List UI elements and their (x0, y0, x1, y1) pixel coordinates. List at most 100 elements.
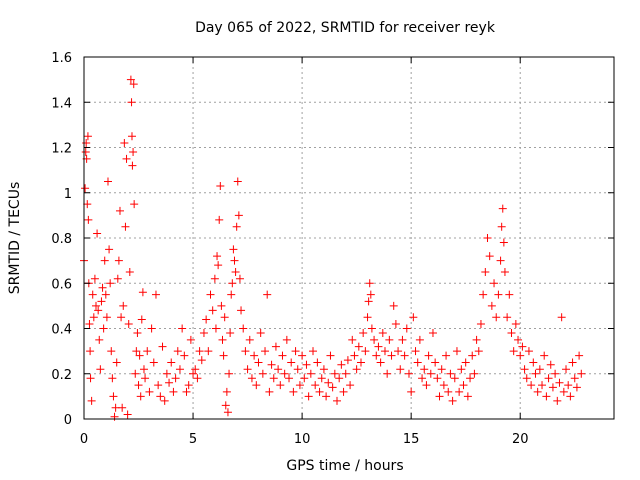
data-point (291, 347, 300, 356)
data-point (302, 360, 311, 369)
data-point (476, 319, 485, 328)
data-point (101, 290, 110, 299)
data-point (490, 279, 499, 288)
data-point (221, 401, 230, 410)
data-point (485, 252, 494, 261)
y-tick-label: 1.2 (51, 142, 72, 157)
data-point (285, 374, 294, 383)
data-point (147, 324, 156, 333)
data-point (87, 396, 96, 405)
data-point (88, 290, 97, 299)
data-point (84, 215, 93, 224)
data-point (311, 381, 320, 390)
data-point (300, 374, 309, 383)
y-tick-label: 0 (64, 413, 72, 428)
data-point (138, 288, 147, 297)
data-point (136, 392, 145, 401)
data-point (409, 313, 418, 322)
data-point (169, 387, 178, 396)
data-point (452, 347, 461, 356)
data-point (105, 245, 114, 254)
data-point (156, 392, 165, 401)
data-point (132, 347, 141, 356)
data-point (274, 365, 283, 374)
data-point (86, 374, 95, 383)
data-point (435, 392, 444, 401)
data-point (230, 256, 239, 265)
data-point (337, 360, 346, 369)
data-point (363, 313, 372, 322)
data-point (531, 369, 540, 378)
data-point (124, 319, 133, 328)
data-point (210, 274, 219, 283)
data-point (280, 369, 289, 378)
data-point (229, 245, 238, 254)
data-point (114, 256, 123, 265)
data-point (330, 369, 339, 378)
data-point (492, 313, 501, 322)
data-point (214, 261, 223, 270)
y-axis-label: SRMTID / TECUs (7, 182, 23, 295)
data-point (222, 387, 231, 396)
y-tick-label: 1 (64, 187, 72, 202)
data-point (129, 148, 138, 157)
data-point (256, 329, 265, 338)
data-point (352, 365, 361, 374)
data-point (186, 335, 195, 344)
data-point (227, 290, 236, 299)
data-point (158, 342, 167, 351)
data-point (252, 381, 261, 390)
data-point (500, 267, 509, 276)
x-tick-label: 10 (294, 432, 311, 447)
y-tick-label: 1.4 (51, 96, 72, 111)
data-point (424, 351, 433, 360)
data-point (389, 301, 398, 310)
data-point (411, 347, 420, 356)
data-point (359, 329, 368, 338)
data-point (162, 369, 171, 378)
data-point (180, 351, 189, 360)
x-axis-label: GPS time / hours (286, 458, 403, 474)
data-point (322, 392, 331, 401)
data-point (367, 324, 376, 333)
data-point (383, 369, 392, 378)
data-point (361, 347, 370, 356)
data-point (269, 374, 278, 383)
data-point (474, 347, 483, 356)
data-point (278, 351, 287, 360)
data-point (487, 301, 496, 310)
data-point (319, 365, 328, 374)
data-point (135, 351, 144, 360)
data-point (439, 381, 448, 390)
data-point (89, 313, 98, 322)
data-point (211, 324, 220, 333)
data-point (529, 358, 538, 367)
x-tick-label: 15 (403, 432, 420, 447)
data-point (133, 329, 142, 338)
data-point (112, 358, 121, 367)
data-point (125, 267, 134, 276)
data-point (199, 329, 208, 338)
data-point (139, 365, 148, 374)
data-point (83, 200, 92, 209)
data-point (217, 301, 226, 310)
data-point (404, 369, 413, 378)
data-point (341, 369, 350, 378)
data-point (309, 347, 318, 356)
data-point (431, 358, 440, 367)
data-point (354, 342, 363, 351)
data-point (226, 329, 235, 338)
data-point (385, 335, 394, 344)
x-tick-label: 5 (189, 432, 197, 447)
data-point (402, 324, 411, 333)
data-point (298, 351, 307, 360)
data-point (123, 410, 132, 419)
data-point (129, 80, 138, 89)
data-point (516, 351, 525, 360)
data-point (562, 365, 571, 374)
data-point (570, 374, 579, 383)
data-point (182, 387, 191, 396)
data-point (365, 279, 374, 288)
data-point (509, 347, 518, 356)
data-point (225, 369, 234, 378)
